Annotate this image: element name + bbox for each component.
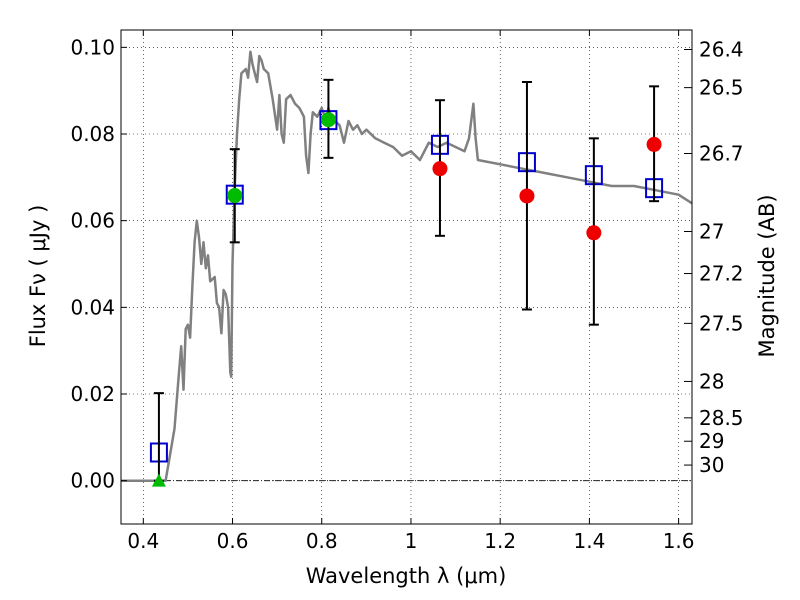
x-tick-label: 1.6 — [663, 529, 695, 553]
magnitude-tick-label: 28 — [699, 369, 724, 393]
y-tick-label: 0.02 — [70, 382, 115, 406]
magnitude-tick-label: 28.5 — [699, 406, 744, 430]
data-series — [121, 50, 693, 487]
x-tick-label: 0.6 — [217, 529, 249, 553]
x-tick-label: 1 — [405, 529, 418, 553]
y-axis-label: Flux Fν ( μJy ) — [26, 205, 50, 348]
y-tick-label: 0.08 — [70, 122, 115, 146]
flux-point — [586, 225, 602, 241]
flux-point — [320, 112, 336, 128]
x-tick-label: 1.4 — [573, 529, 605, 553]
y-tick-labels: 0.00 0.02 0.04 0.06 0.08 0.10 — [70, 35, 115, 492]
x-tick-label: 0.8 — [306, 529, 338, 553]
x-axis-label: Wavelength λ (μm) — [306, 564, 507, 588]
x-tick-labels: 0.4 0.6 0.8 1 1.2 1.4 1.6 — [127, 529, 694, 553]
flux-point — [646, 136, 662, 152]
magnitude-tick-label: 27 — [699, 220, 724, 244]
plot-frame — [120, 29, 693, 525]
magnitude-tick-label: 30 — [699, 453, 724, 477]
magnitude-tick-label: 27.5 — [699, 311, 744, 335]
magnitude-tick-label: 26.7 — [699, 142, 744, 166]
axis-ticks — [121, 30, 692, 524]
model-spectrum-line — [121, 50, 693, 482]
x-tick-label: 1.2 — [484, 529, 516, 553]
magnitude-tick-label: 26.4 — [699, 38, 744, 62]
y-tick-label: 0.04 — [70, 295, 115, 319]
x-tick-label: 0.4 — [127, 529, 159, 553]
grid — [121, 30, 692, 524]
flux-point — [519, 188, 535, 204]
upper-limit-triangle — [151, 473, 166, 487]
magnitude-tick-label: 26.5 — [699, 76, 744, 100]
y-tick-label: 0.10 — [70, 35, 115, 59]
y-tick-label: 0.00 — [70, 469, 115, 493]
y2-axis-label: Magnitude (AB) — [755, 194, 779, 357]
flux-point — [227, 188, 243, 204]
magnitude-tick-label: 29 — [699, 429, 724, 453]
y-tick-label: 0.06 — [70, 209, 115, 233]
magnitude-tick-label: 27.2 — [699, 262, 744, 286]
flux-point — [432, 161, 448, 177]
